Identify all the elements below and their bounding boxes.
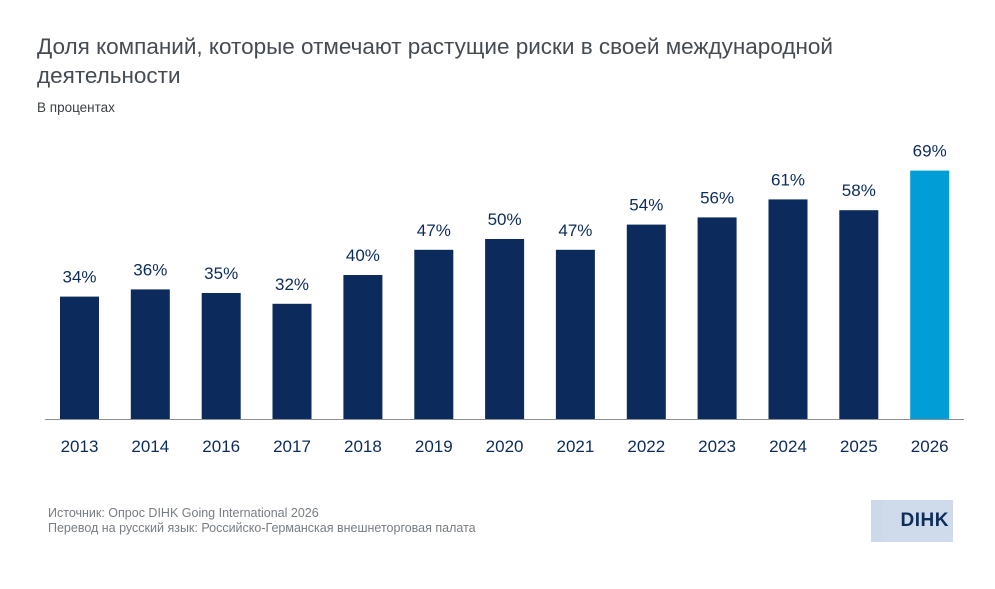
data-label-2016: 35% — [204, 264, 238, 283]
logo-text: DIHK — [900, 510, 949, 531]
bar-2018 — [343, 275, 383, 419]
x-tick-label-2017: 2017 — [273, 437, 311, 456]
data-label-2013: 34% — [62, 268, 96, 287]
chart-title: Доля компаний, которые отмечают растущие… — [37, 34, 833, 88]
logo-accent — [871, 500, 883, 542]
bar-2022 — [626, 224, 666, 419]
data-label-2022: 54% — [629, 196, 663, 215]
chart-subtitle: В процентах — [37, 100, 115, 115]
bar-2013 — [60, 296, 99, 419]
x-tick-label-2018: 2018 — [344, 437, 382, 456]
data-label-2024: 61% — [771, 170, 805, 189]
data-label-2025: 58% — [842, 181, 876, 200]
data-label-2020: 50% — [488, 210, 522, 229]
data-label-2021: 47% — [558, 221, 592, 240]
x-tick-label-2026: 2026 — [911, 437, 949, 456]
translation-line: Перевод на русский язык: Российско-Герма… — [48, 521, 476, 535]
x-tick-label-2020: 2020 — [486, 437, 524, 456]
bar-2023 — [697, 217, 737, 419]
source-line: Источник: Опрос DIHK Going International… — [48, 506, 319, 520]
bar-2025 — [839, 210, 879, 419]
data-label-2017: 32% — [275, 275, 309, 294]
x-tick-label-2014: 2014 — [131, 437, 169, 456]
x-tick-label-2025: 2025 — [840, 437, 878, 456]
data-label-2018: 40% — [346, 246, 380, 265]
x-tick-label-2016: 2016 — [202, 437, 240, 456]
data-label-2023: 56% — [700, 188, 734, 207]
bar-2024 — [768, 199, 808, 419]
x-tick-label-2021: 2021 — [556, 437, 594, 456]
x-tick-label-2024: 2024 — [769, 437, 807, 456]
source-note: Источник: Опрос DIHK Going International… — [48, 506, 476, 536]
x-tick-label-2022: 2022 — [627, 437, 665, 456]
bar-2019 — [414, 249, 454, 419]
x-tick-label-2023: 2023 — [698, 437, 736, 456]
dihk-logo: DIHK — [871, 500, 953, 542]
bar-2016 — [201, 293, 241, 419]
logo-box: DIHK — [883, 500, 953, 542]
bar-2017 — [272, 303, 312, 419]
x-tick-label-2019: 2019 — [415, 437, 453, 456]
bar-2021 — [555, 249, 595, 419]
bar-2020 — [485, 239, 525, 419]
data-label-2019: 47% — [417, 221, 451, 240]
bar-2014 — [130, 289, 170, 419]
bar-2026 — [910, 170, 950, 419]
data-label-2026: 69% — [913, 142, 947, 161]
x-tick-label-2013: 2013 — [61, 437, 99, 456]
data-label-2014: 36% — [133, 260, 167, 279]
